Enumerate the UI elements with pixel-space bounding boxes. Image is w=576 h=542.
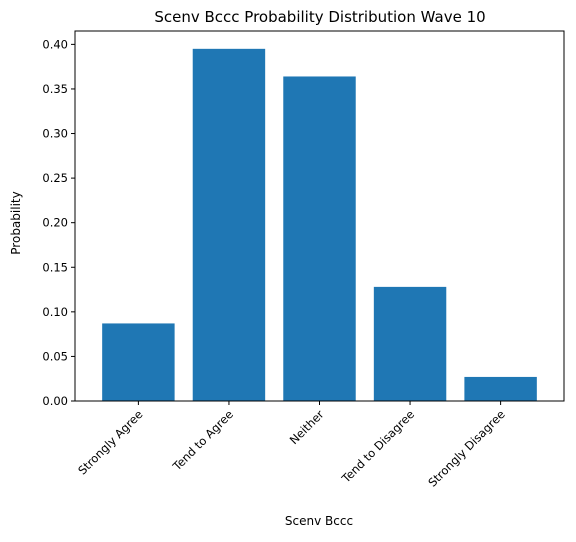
bars-layer: [102, 48, 537, 401]
x-tick-label: Tend to Disagree: [338, 407, 417, 486]
x-tick-label: Strongly Agree: [75, 407, 145, 477]
x-tick-label: Tend to Agree: [169, 407, 236, 474]
y-tick-label: 0.15: [42, 260, 68, 274]
x-axis-ticks: Strongly Agree Tend to Agree Neither Tend t…: [75, 401, 508, 490]
bar-tend-to-agree: [192, 48, 266, 401]
y-tick-label: 0.00: [42, 394, 68, 408]
x-axis-label: Scenv Bccc: [285, 514, 353, 528]
y-tick-label: 0.35: [42, 82, 68, 96]
bar-tend-to-disagree: [373, 286, 447, 401]
y-axis-label: Probability: [9, 191, 23, 254]
bar-strongly-disagree: [464, 376, 537, 401]
y-axis-ticks: 0.00 0.05 0.10 0.15 0.20 0.25 0.30 0.35 0.40: [42, 37, 75, 408]
x-tick-label: Neither: [287, 407, 327, 447]
x-tick-label: Strongly Disagree: [425, 407, 507, 489]
y-tick-label: 0.40: [42, 37, 68, 51]
bar-strongly-agree: [102, 323, 175, 401]
y-tick-label: 0.05: [42, 349, 68, 363]
y-tick-label: 0.20: [42, 216, 68, 230]
plot-frame: [74, 30, 565, 402]
y-tick-label: 0.30: [42, 127, 68, 141]
bar-neither: [283, 76, 356, 401]
y-tick-label: 0.10: [42, 305, 68, 319]
chart-title: Scenv Bccc Probability Distribution Wave…: [154, 8, 485, 26]
y-tick-label: 0.25: [42, 171, 68, 185]
